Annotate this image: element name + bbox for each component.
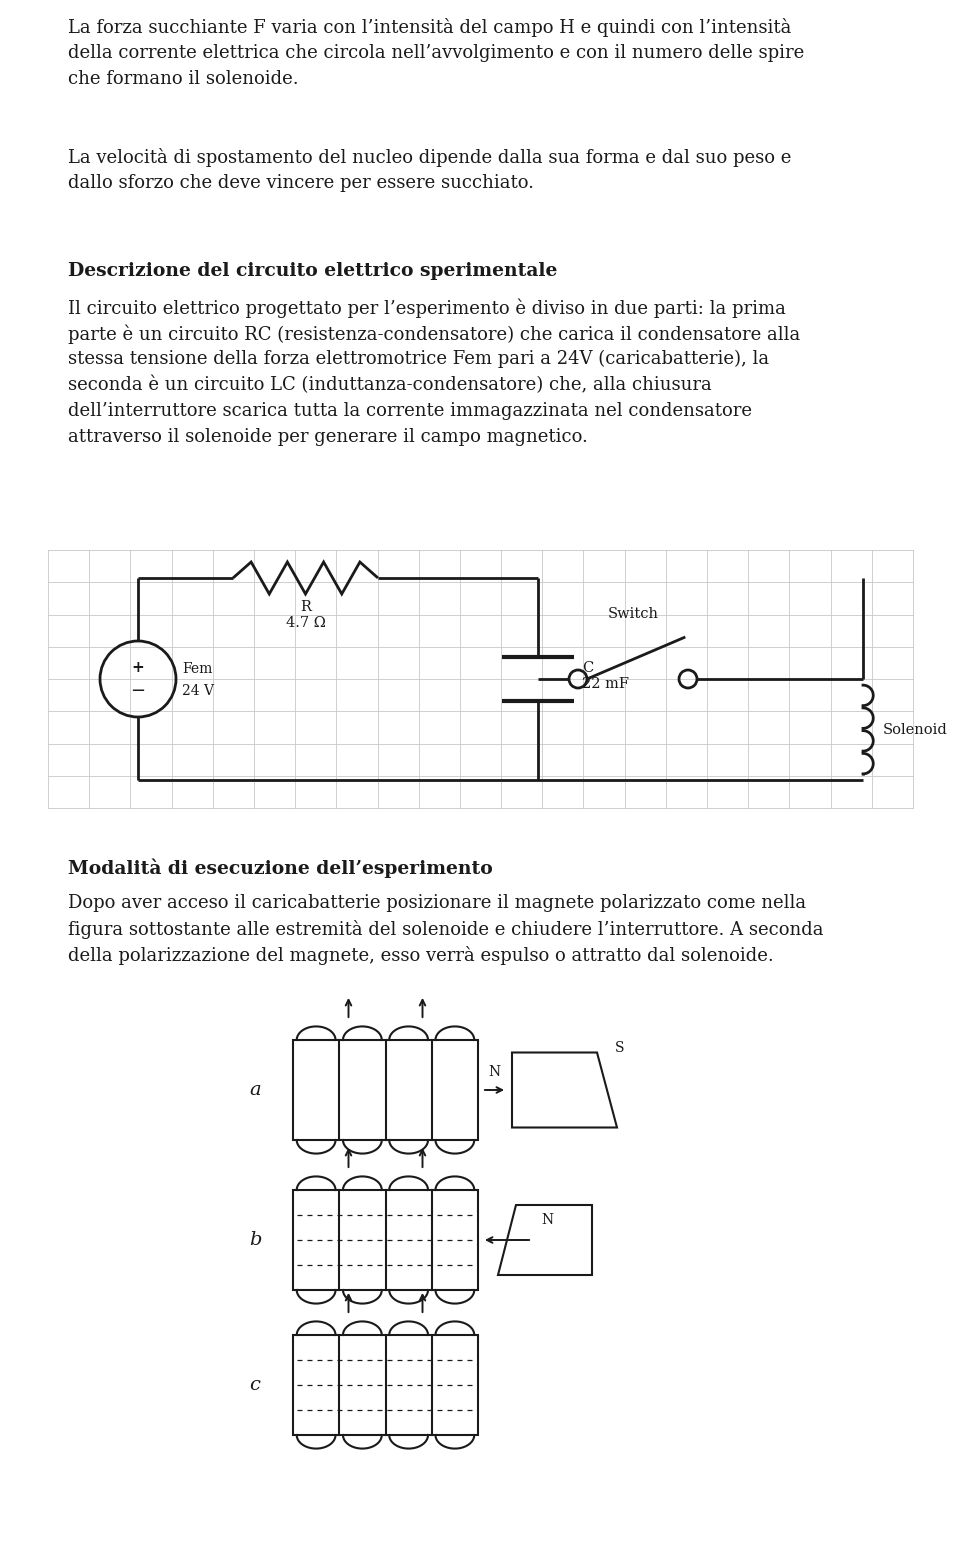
Text: Modalità di esecuzione dell’esperimento: Modalità di esecuzione dell’esperimento bbox=[68, 858, 492, 877]
Text: Dopo aver acceso il caricabatterie posizionare il magnete polarizzato come nella: Dopo aver acceso il caricabatterie posiz… bbox=[68, 894, 806, 912]
Text: attraverso il solenoide per generare il campo magnetico.: attraverso il solenoide per generare il … bbox=[68, 428, 588, 445]
Text: b: b bbox=[249, 1231, 261, 1250]
Bar bbox=[293, 1190, 478, 1290]
Bar bbox=[293, 1040, 478, 1140]
Text: Solenoid: Solenoid bbox=[882, 723, 948, 737]
Text: Switch: Switch bbox=[608, 607, 659, 621]
Text: S: S bbox=[615, 1042, 625, 1056]
Text: c: c bbox=[250, 1376, 260, 1395]
Bar bbox=[293, 1335, 478, 1435]
Text: Descrizione del circuito elettrico sperimentale: Descrizione del circuito elettrico speri… bbox=[68, 262, 558, 280]
Text: parte è un circuito RC (resistenza-condensatore) che carica il condensatore alla: parte è un circuito RC (resistenza-conde… bbox=[68, 324, 801, 344]
Text: C: C bbox=[582, 661, 593, 675]
Text: Fem: Fem bbox=[182, 663, 212, 676]
Text: La velocità di spostamento del nucleo dipende dalla sua forma e dal suo peso e: La velocità di spostamento del nucleo di… bbox=[68, 148, 791, 166]
Text: −: − bbox=[131, 683, 146, 700]
Text: seconda è un circuito LC (induttanza-condensatore) che, alla chiusura: seconda è un circuito LC (induttanza-con… bbox=[68, 376, 711, 394]
Text: stessa tensione della forza elettromotrice Fem pari a 24V (caricabatterie), la: stessa tensione della forza elettromotri… bbox=[68, 350, 769, 368]
Text: dallo sforzo che deve vincere per essere succhiato.: dallo sforzo che deve vincere per essere… bbox=[68, 174, 534, 193]
Text: 22 mF: 22 mF bbox=[582, 676, 629, 690]
Text: dell’interruttore scarica tutta la corrente immagazzinata nel condensatore: dell’interruttore scarica tutta la corre… bbox=[68, 402, 752, 421]
Text: N: N bbox=[540, 1213, 553, 1227]
Text: figura sottostante alle estremità del solenoide e chiudere l’interruttore. A sec: figura sottostante alle estremità del so… bbox=[68, 920, 824, 938]
Text: 4.7 Ω: 4.7 Ω bbox=[285, 616, 325, 630]
Text: della polarizzazione del magnete, esso verrà espulso o attratto dal solenoide.: della polarizzazione del magnete, esso v… bbox=[68, 946, 774, 965]
Text: N: N bbox=[489, 1065, 500, 1079]
Text: a: a bbox=[250, 1080, 261, 1099]
Text: della corrente elettrica che circola nell’avvolgimento e con il numero delle spi: della corrente elettrica che circola nel… bbox=[68, 45, 804, 62]
Text: 24 V: 24 V bbox=[182, 684, 214, 698]
Text: La forza succhiante F varia con l’intensità del campo H e quindi con l’intensità: La forza succhiante F varia con l’intens… bbox=[68, 18, 791, 37]
Text: che formano il solenoide.: che formano il solenoide. bbox=[68, 69, 299, 88]
Text: R: R bbox=[300, 599, 311, 613]
Text: Il circuito elettrico progettato per l’esperimento è diviso in due parti: la pri: Il circuito elettrico progettato per l’e… bbox=[68, 297, 786, 317]
Text: +: + bbox=[132, 660, 144, 675]
